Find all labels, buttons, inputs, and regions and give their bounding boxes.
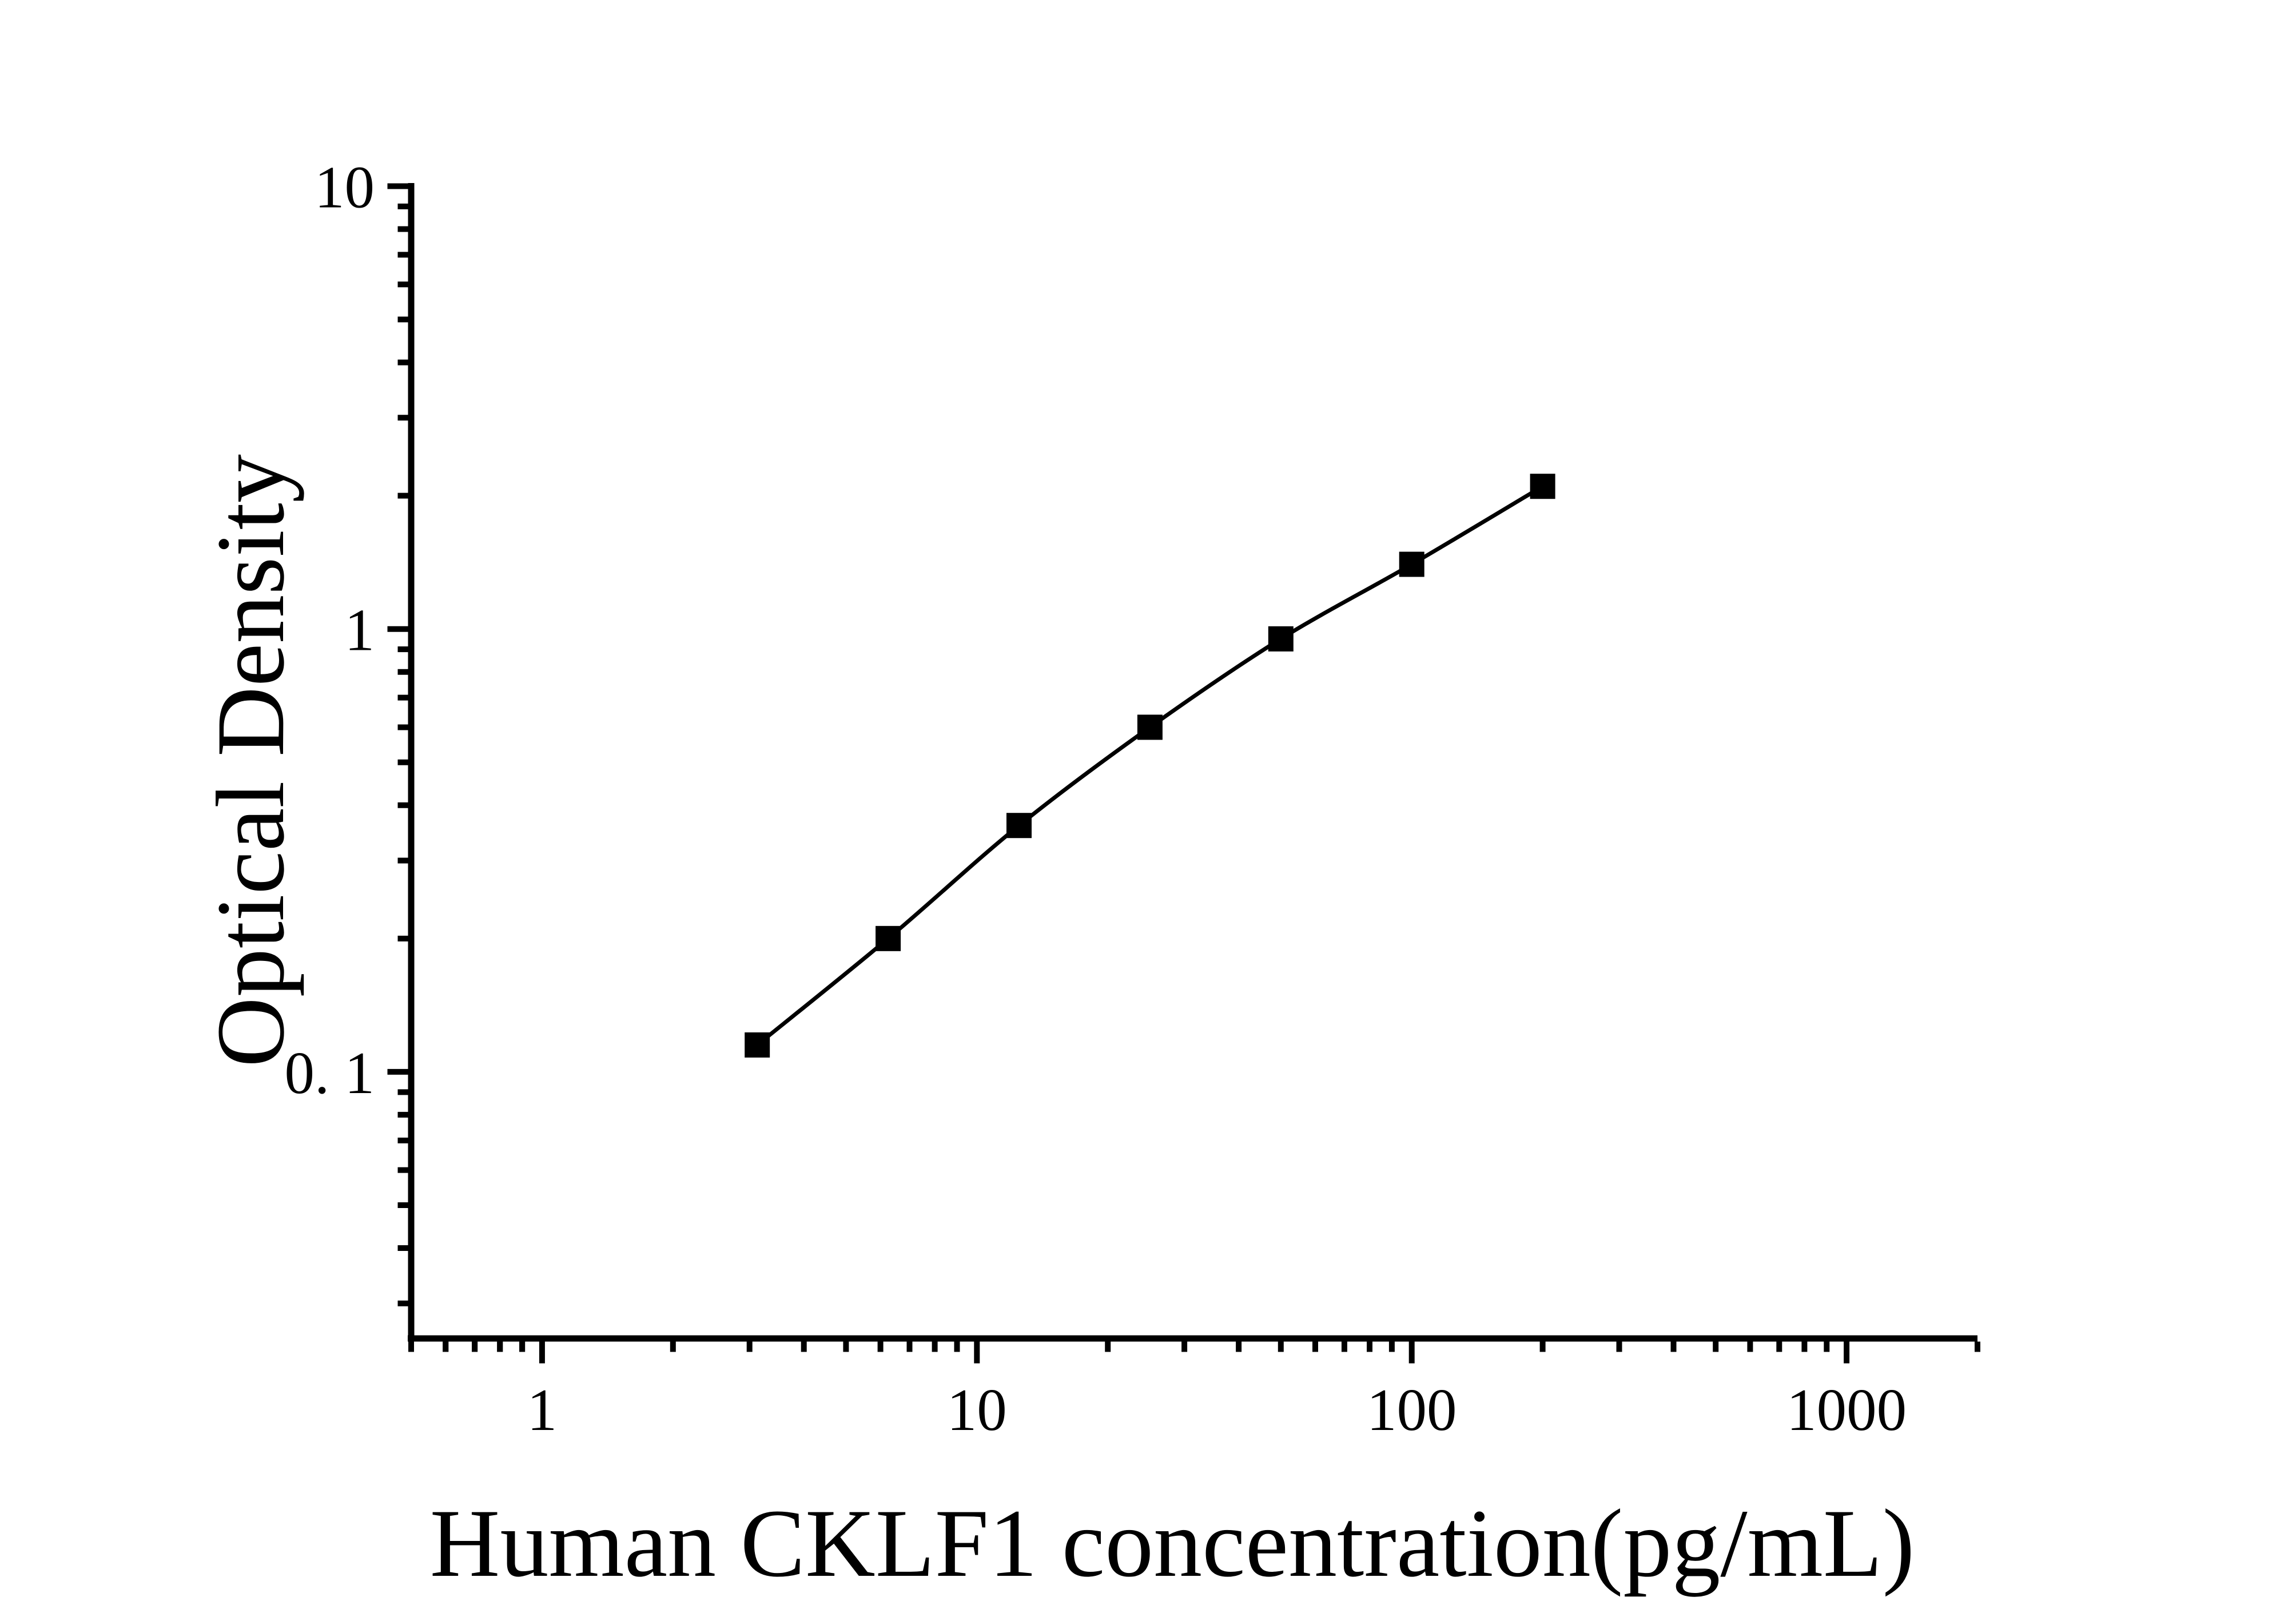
- axis-ticks: [387, 183, 1980, 1364]
- standard-curve-line: [755, 484, 1544, 1047]
- x-axis-tick-label: 100: [1367, 1376, 1457, 1443]
- data-point-marker: [876, 925, 901, 951]
- x-axis-tick-label: 1: [527, 1376, 558, 1443]
- x-axis-tick-label: 1000: [1786, 1376, 1907, 1443]
- y-axis-title: Optical Density: [197, 454, 304, 1067]
- y-axis-tick-label: 1: [345, 597, 375, 664]
- data-point-markers: [745, 474, 1555, 1058]
- data-point-marker: [1137, 714, 1163, 740]
- y-axis-tick-label: 10: [315, 154, 375, 221]
- x-axis-title: Human CKLF1 concentration(pg/mL): [430, 1489, 1915, 1597]
- data-point-marker: [1268, 626, 1294, 651]
- data-point-marker: [1399, 551, 1424, 577]
- y-axis-tick-label: 0. 1: [285, 1039, 375, 1106]
- tick-labels: 1 10 100 1000 10 1 0. 1: [285, 154, 1907, 1444]
- data-point-marker: [1006, 813, 1032, 839]
- data-point-marker: [1530, 474, 1555, 499]
- data-point-marker: [745, 1032, 770, 1058]
- x-axis-tick-label: 10: [947, 1376, 1007, 1443]
